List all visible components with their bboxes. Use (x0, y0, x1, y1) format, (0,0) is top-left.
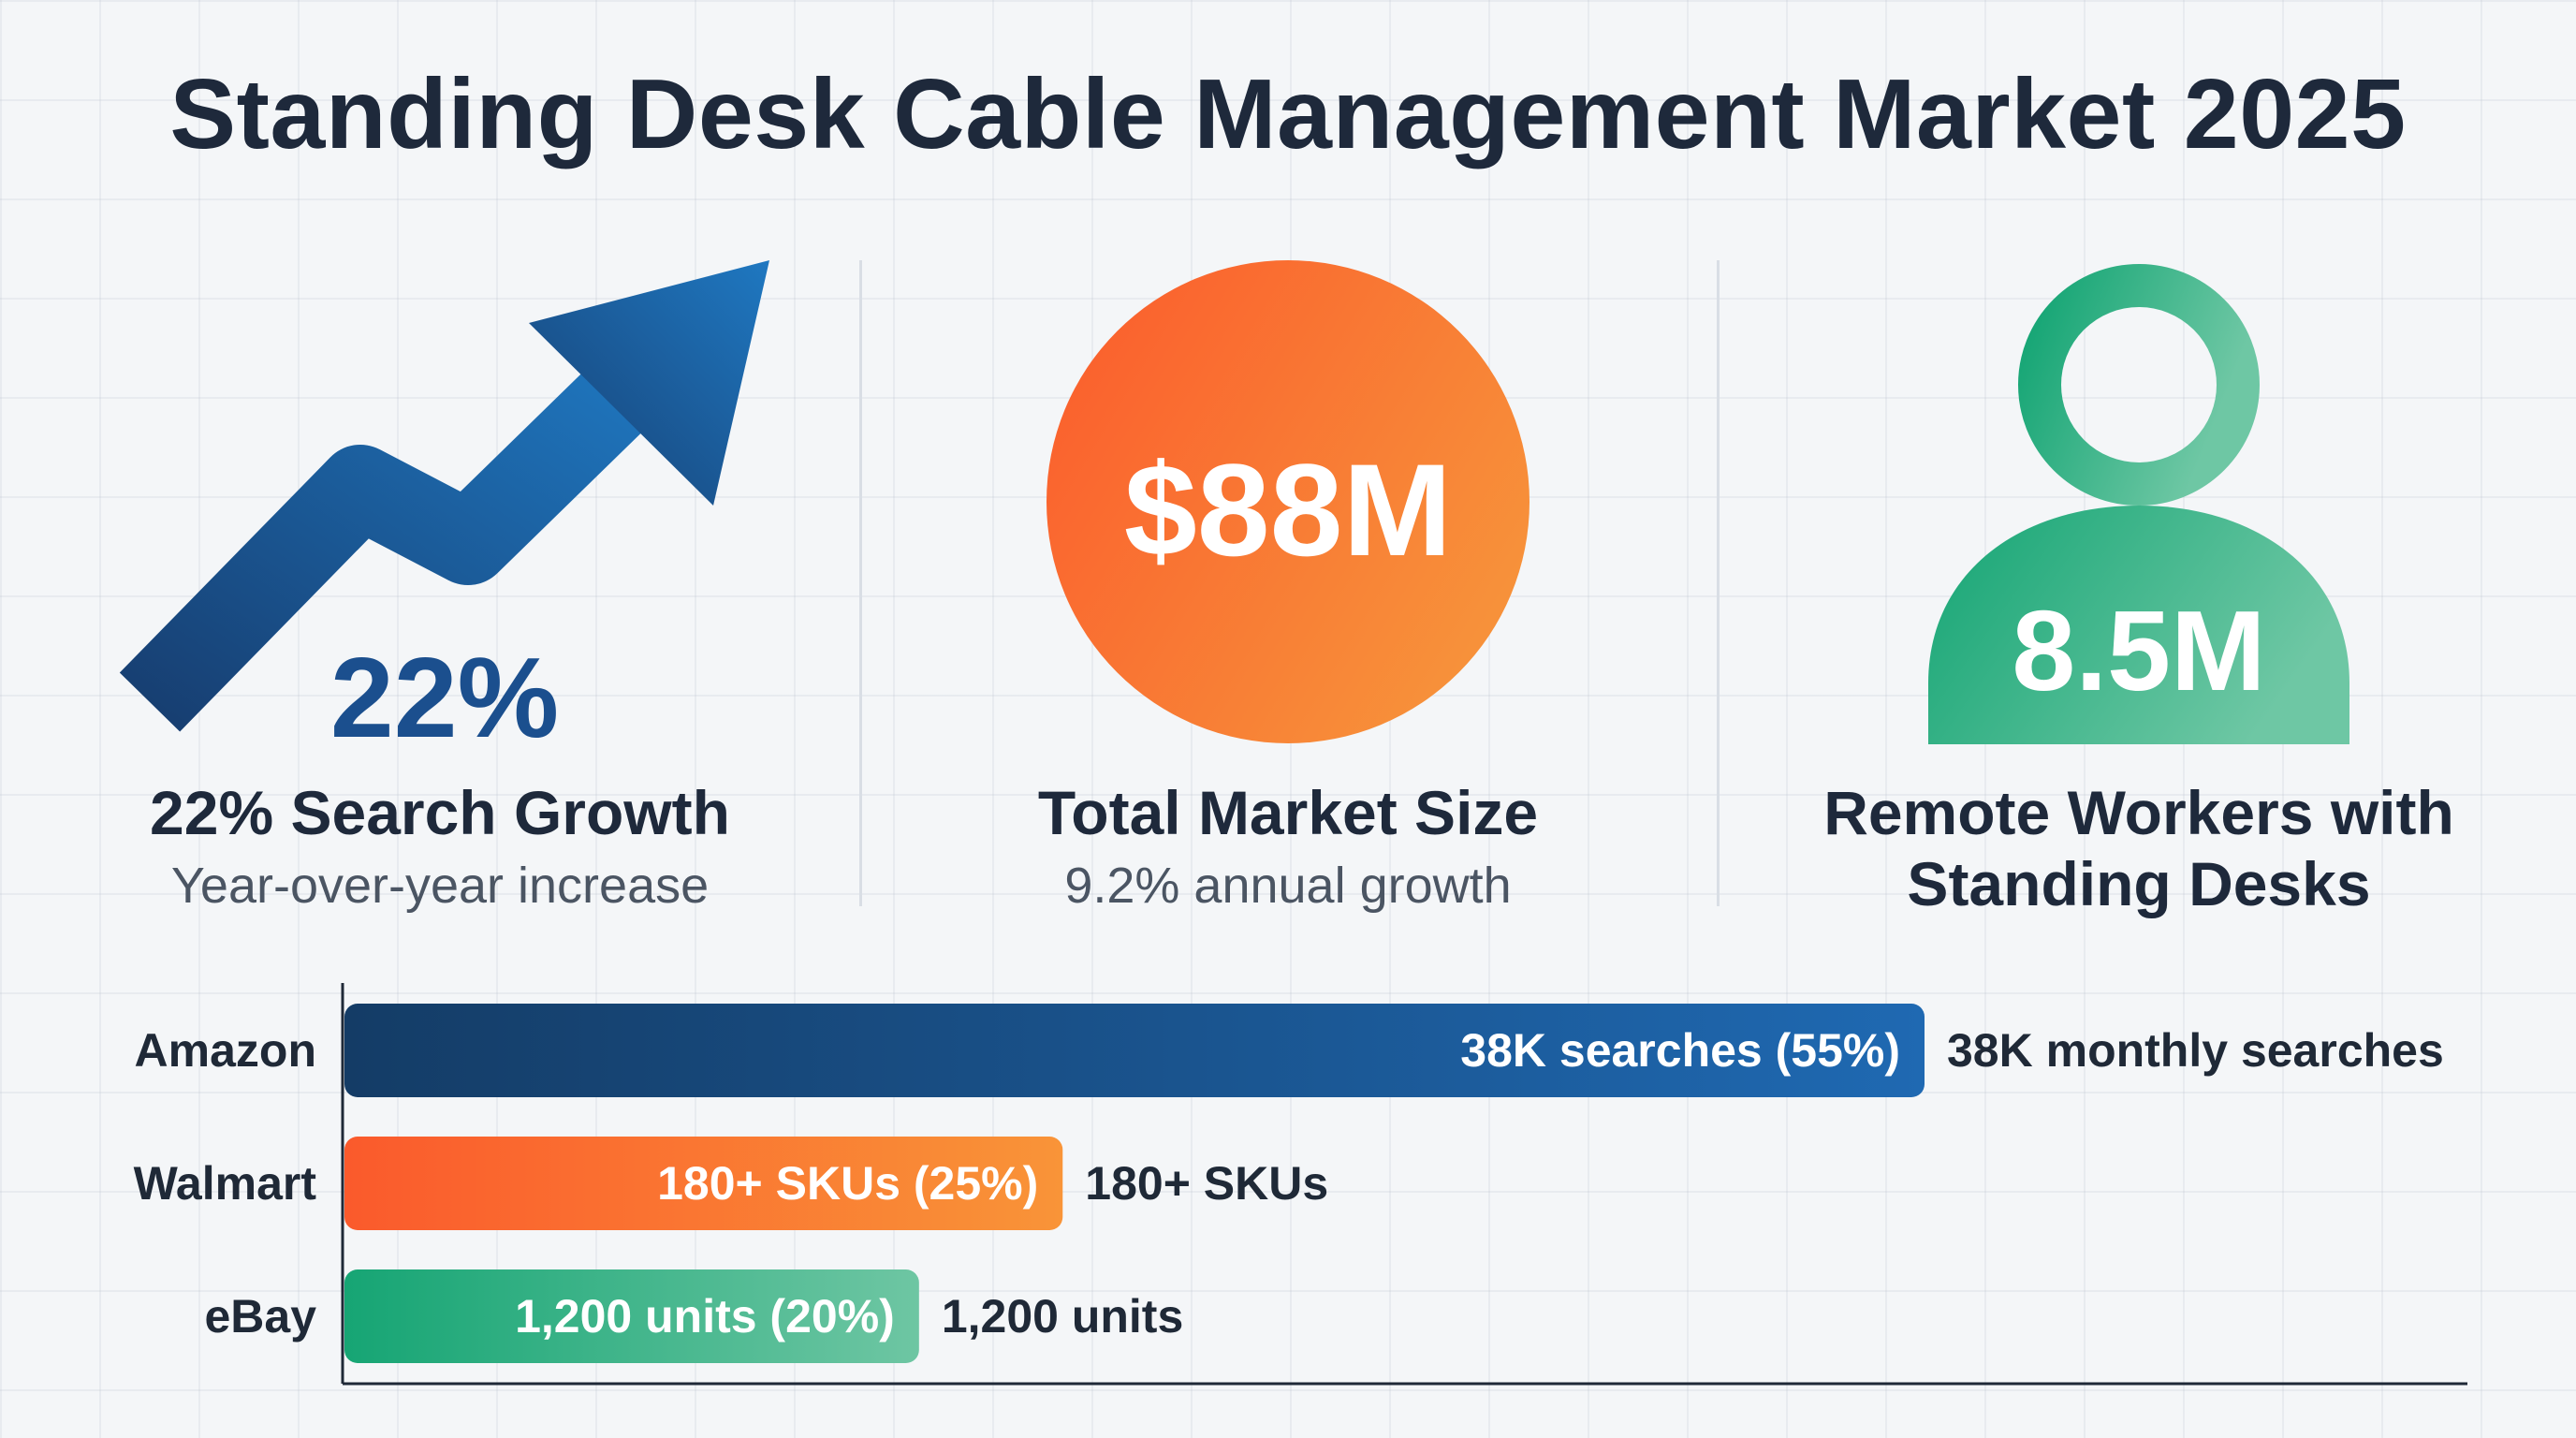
bar-inside-label: 180+ SKUs (25%) (657, 1157, 1038, 1210)
trend-arrow-icon (119, 260, 769, 732)
bar-category-label: Walmart (134, 1157, 317, 1210)
bar-walmart (344, 1137, 1063, 1230)
remote-workers-label-line2: Standing Desks (1907, 849, 2371, 918)
bar-outside-label: 1,200 units (942, 1290, 1183, 1343)
bar-category-label: eBay (204, 1290, 316, 1343)
bar-outside-label: 180+ SKUs (1085, 1157, 1328, 1210)
bar-ebay (344, 1269, 919, 1363)
bar-inside-label: 38K searches (55%) (1460, 1024, 1900, 1077)
panel-divider-right (1717, 260, 1720, 906)
search-growth-sub: Year-over-year increase (170, 858, 710, 914)
circle-badge-icon (1046, 260, 1530, 743)
market-size-label: Total Market Size (1037, 778, 1539, 847)
panel-divider-left (859, 260, 862, 906)
stat-search-growth: 22% (329, 634, 560, 761)
market-size-sub: 9.2% annual growth (1064, 858, 1512, 914)
bar-category-label: Amazon (135, 1024, 316, 1077)
person-icon (1928, 264, 2349, 744)
bar-amazon (344, 1004, 1925, 1097)
search-growth-label: 22% Search Growth (150, 778, 730, 847)
bar-outside-label: 38K monthly searches (1947, 1024, 2444, 1077)
stat-remote-workers: 8.5M (2012, 587, 2266, 714)
remote-workers-label-line1: Remote Workers with (1823, 778, 2454, 847)
page-title: Standing Desk Cable Management Market 20… (169, 59, 2407, 169)
bar-inside-label: 1,200 units (20%) (515, 1290, 895, 1343)
stat-market-size: $88M (1123, 436, 1453, 583)
